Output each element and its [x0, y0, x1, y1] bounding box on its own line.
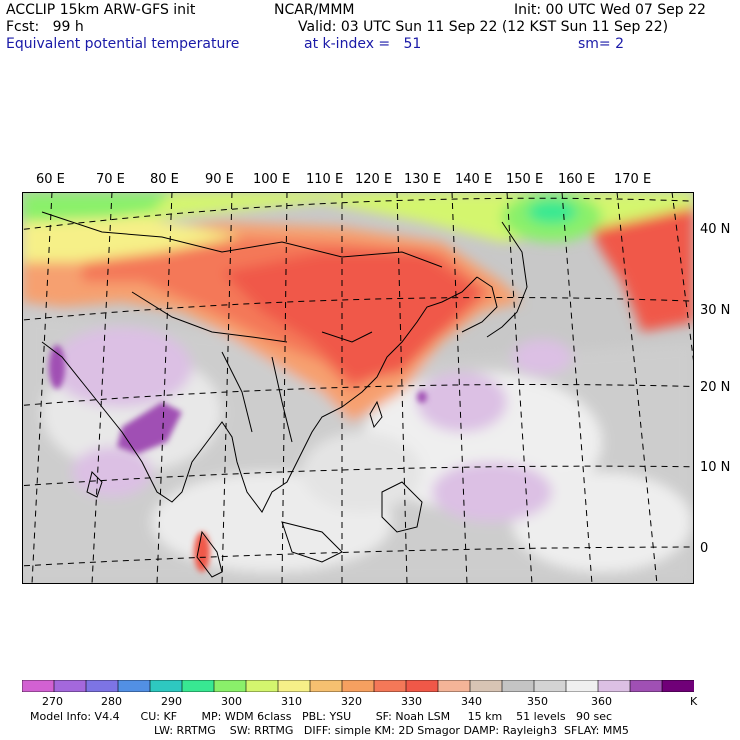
smoothing-label: sm= 2: [578, 36, 625, 52]
colorbar: [22, 680, 694, 692]
model-title: ACCLIP 15km ARW-GFS init: [6, 2, 196, 18]
colorbar-tick-label: 310: [281, 695, 302, 708]
colorbar-swatch: [213, 680, 247, 692]
lat-lon-grid: [22, 192, 694, 584]
forecast-hour: Fcst: 99 h: [6, 19, 84, 35]
longitude-label: 90 E: [205, 172, 234, 187]
coastlines: [41, 211, 528, 578]
latitude-label: 10 N: [700, 460, 731, 475]
latitude-label: 40 N: [700, 222, 731, 237]
colorbar-swatch: [533, 680, 567, 692]
colorbar-swatch: [22, 680, 55, 692]
field-name: Equivalent potential temperature: [6, 36, 240, 52]
longitude-label: 110 E: [306, 172, 344, 187]
latitude-label: 20 N: [700, 380, 731, 395]
colorbar-swatch: [245, 680, 279, 692]
colorbar-swatch: [85, 680, 119, 692]
longitude-label: 80 E: [150, 172, 179, 187]
footer-physics-info: LW: RRTMG SW: RRTMG DIFF: simple KM: 2D …: [154, 724, 629, 737]
latitude-label: 0: [700, 541, 709, 556]
level-label: at k-index = 51: [304, 36, 422, 52]
longitude-label: 100 E: [253, 172, 291, 187]
colorbar-tick-label: 280: [101, 695, 122, 708]
longitude-label: 70 E: [96, 172, 125, 187]
longitude-label: 140 E: [455, 172, 493, 187]
purple-maxima: [49, 345, 427, 572]
colorbar-swatch: [117, 680, 151, 692]
colorbar-tick-label: 360: [591, 695, 612, 708]
colorbar-tick-label: 340: [461, 695, 482, 708]
colorbar-swatch: [149, 680, 183, 692]
colorbar-tick-label: 320: [341, 695, 362, 708]
colorbar-swatch: [309, 680, 343, 692]
colorbar-tick-label: 300: [221, 695, 242, 708]
longitude-label: 60 E: [36, 172, 65, 187]
colorbar-swatch: [437, 680, 471, 692]
colorbar-swatch: [53, 680, 87, 692]
colorbar-swatch: [277, 680, 311, 692]
colorbar-swatch: [181, 680, 215, 692]
colorbar-swatch: [501, 680, 535, 692]
colorbar-tick-label: 270: [42, 695, 63, 708]
latitude-label: 30 N: [700, 303, 731, 318]
colorbar-swatch: [341, 680, 375, 692]
colorbar-swatch: [661, 680, 694, 692]
colorbar-tick-label: 290: [161, 695, 182, 708]
map-frame: [22, 192, 694, 584]
footer-model-info: Model Info: V4.4 CU: KF MP: WDM 6class P…: [30, 710, 613, 723]
init-time: Init: 00 UTC Wed 07 Sep 22: [514, 2, 706, 18]
equivalent-potential-temperature-map: [22, 192, 694, 584]
org-label: NCAR/MMM: [274, 2, 355, 18]
colorbar-tick-label: 350: [527, 695, 548, 708]
colorbar-swatch: [565, 680, 599, 692]
longitude-label: 130 E: [404, 172, 442, 187]
field-shading: [22, 192, 694, 584]
longitude-label: 170 E: [614, 172, 652, 187]
colorbar-swatch: [597, 680, 631, 692]
longitude-label: 120 E: [355, 172, 393, 187]
colorbar-tick-label: 330: [401, 695, 422, 708]
colorbar-swatch: [629, 680, 663, 692]
longitude-label: 160 E: [558, 172, 596, 187]
colorbar-swatch: [373, 680, 407, 692]
colorbar-swatch: [405, 680, 439, 692]
valid-time: Valid: 03 UTC Sun 11 Sep 22 (12 KST Sun …: [298, 19, 669, 35]
longitude-label: 150 E: [506, 172, 544, 187]
colorbar-unit: K: [690, 695, 698, 708]
colorbar-swatch: [469, 680, 503, 692]
